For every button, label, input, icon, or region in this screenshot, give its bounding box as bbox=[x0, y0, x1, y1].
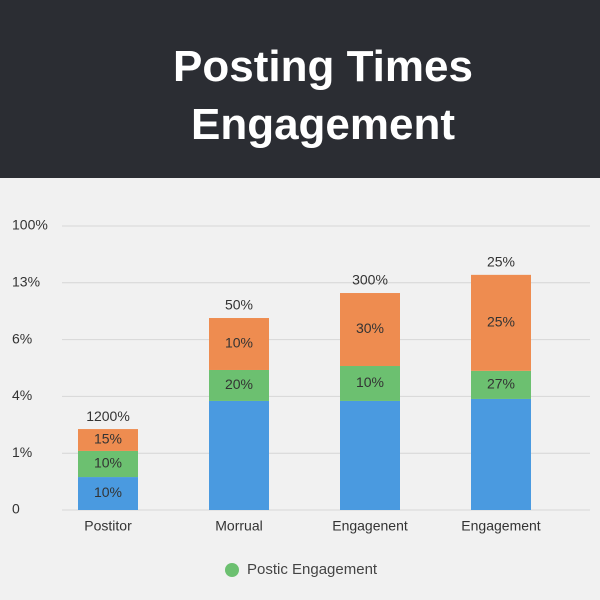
legend-marker bbox=[225, 563, 239, 577]
chart-title: Posting Times Engagement bbox=[173, 42, 473, 149]
data-label: 10% bbox=[94, 455, 122, 471]
bar-segment bbox=[209, 318, 269, 370]
x-tick-label: Engagement bbox=[461, 518, 541, 534]
data-label: 10% bbox=[94, 484, 122, 500]
total-label: 1200% bbox=[86, 408, 130, 424]
total-label: 25% bbox=[487, 254, 515, 270]
data-label: 27% bbox=[487, 376, 515, 392]
bar-segment bbox=[340, 293, 400, 367]
total-label: 300% bbox=[352, 272, 388, 288]
y-tick-label: 1% bbox=[12, 444, 32, 460]
x-tick-label: Engagenent bbox=[332, 518, 408, 534]
y-tick-label: 13% bbox=[12, 274, 40, 290]
bar-segment bbox=[471, 398, 531, 510]
bar-segment bbox=[78, 477, 138, 510]
bar-segment bbox=[340, 400, 400, 510]
y-tick-label: 100% bbox=[12, 217, 48, 233]
y-tick-label: 0 bbox=[12, 501, 20, 517]
y-tick-label: 6% bbox=[12, 330, 32, 346]
x-tick-label: Morrual bbox=[215, 518, 262, 534]
y-tick-label: 4% bbox=[12, 387, 32, 403]
data-label: 10% bbox=[225, 335, 253, 351]
data-label: 25% bbox=[487, 314, 515, 330]
bar-segment bbox=[209, 369, 269, 401]
x-tick-label: Postitor bbox=[84, 518, 132, 534]
total-label: 50% bbox=[225, 297, 253, 313]
data-label: 10% bbox=[356, 374, 384, 390]
header: Posting Times Engagement bbox=[0, 0, 600, 178]
data-label: 30% bbox=[356, 320, 384, 336]
legend-label: Postic Engagement bbox=[247, 561, 378, 578]
bar-segment bbox=[78, 450, 138, 478]
bar-segment bbox=[471, 370, 531, 399]
bar-segment bbox=[340, 366, 400, 401]
data-label: 20% bbox=[225, 376, 253, 392]
bar-segment bbox=[471, 274, 531, 371]
bar-segment bbox=[78, 429, 138, 451]
bar-segment bbox=[209, 400, 269, 510]
data-label: 15% bbox=[94, 431, 122, 447]
